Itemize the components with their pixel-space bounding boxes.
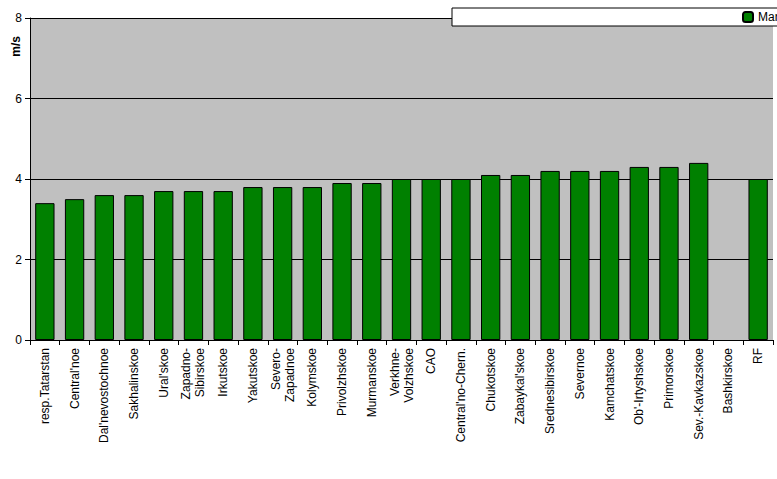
svg-text:Irkutskoe: Irkutskoe <box>216 348 230 397</box>
svg-text:6: 6 <box>15 92 22 106</box>
svg-text:2: 2 <box>15 253 22 267</box>
svg-text:Sev.-Kavkazskoe: Sev.-Kavkazskoe <box>692 348 706 440</box>
svg-text:Zapadnoe: Zapadnoe <box>283 348 297 402</box>
svg-text:RF: RF <box>751 348 765 364</box>
svg-text:CAO: CAO <box>424 348 438 374</box>
svg-text:Primorskoe: Primorskoe <box>662 348 676 409</box>
svg-text:Yakutskoe: Yakutskoe <box>246 348 260 403</box>
svg-text:Dal'nevostochnoe: Dal'nevostochnoe <box>97 348 111 443</box>
svg-text:Privolzhskoe: Privolzhskoe <box>335 348 349 416</box>
svg-text:0: 0 <box>15 333 22 347</box>
svg-text:Verkhne-: Verkhne- <box>388 348 402 396</box>
svg-text:Bashkirskoe: Bashkirskoe <box>721 348 735 414</box>
svg-text:Kamchatskoe: Kamchatskoe <box>603 348 617 421</box>
svg-text:Central'no-Chern.: Central'no-Chern. <box>454 348 468 442</box>
svg-text:Sakhalinskoe: Sakhalinskoe <box>127 348 141 420</box>
svg-text:Ural'skoe: Ural'skoe <box>157 348 171 398</box>
svg-text:March: March <box>758 10 777 24</box>
svg-text:Zapadno-: Zapadno- <box>179 348 193 399</box>
svg-text:Sibirskoe: Sibirskoe <box>193 348 207 398</box>
svg-text:Chukotskoe: Chukotskoe <box>484 348 498 412</box>
svg-text:Murmanskoe: Murmanskoe <box>365 348 379 418</box>
svg-text:Zabaykal'skoe: Zabaykal'skoe <box>513 348 527 425</box>
svg-text:resp.Tatarstan: resp.Tatarstan <box>38 348 52 424</box>
svg-text:Severo-: Severo- <box>269 348 283 390</box>
svg-text:8: 8 <box>15 11 22 25</box>
svg-text:m/s: m/s <box>9 36 23 57</box>
svg-text:Central'noe: Central'noe <box>68 348 82 409</box>
svg-text:4: 4 <box>15 172 22 186</box>
svg-text:Kolymskoe: Kolymskoe <box>305 348 319 407</box>
svg-text:Severnoe: Severnoe <box>573 348 587 400</box>
svg-text:Srednesibirskoe: Srednesibirskoe <box>543 348 557 434</box>
svg-text:Volzhskoe: Volzhskoe <box>402 348 416 403</box>
svg-text:Ob'-Irtyshskoe: Ob'-Irtyshskoe <box>632 348 646 425</box>
